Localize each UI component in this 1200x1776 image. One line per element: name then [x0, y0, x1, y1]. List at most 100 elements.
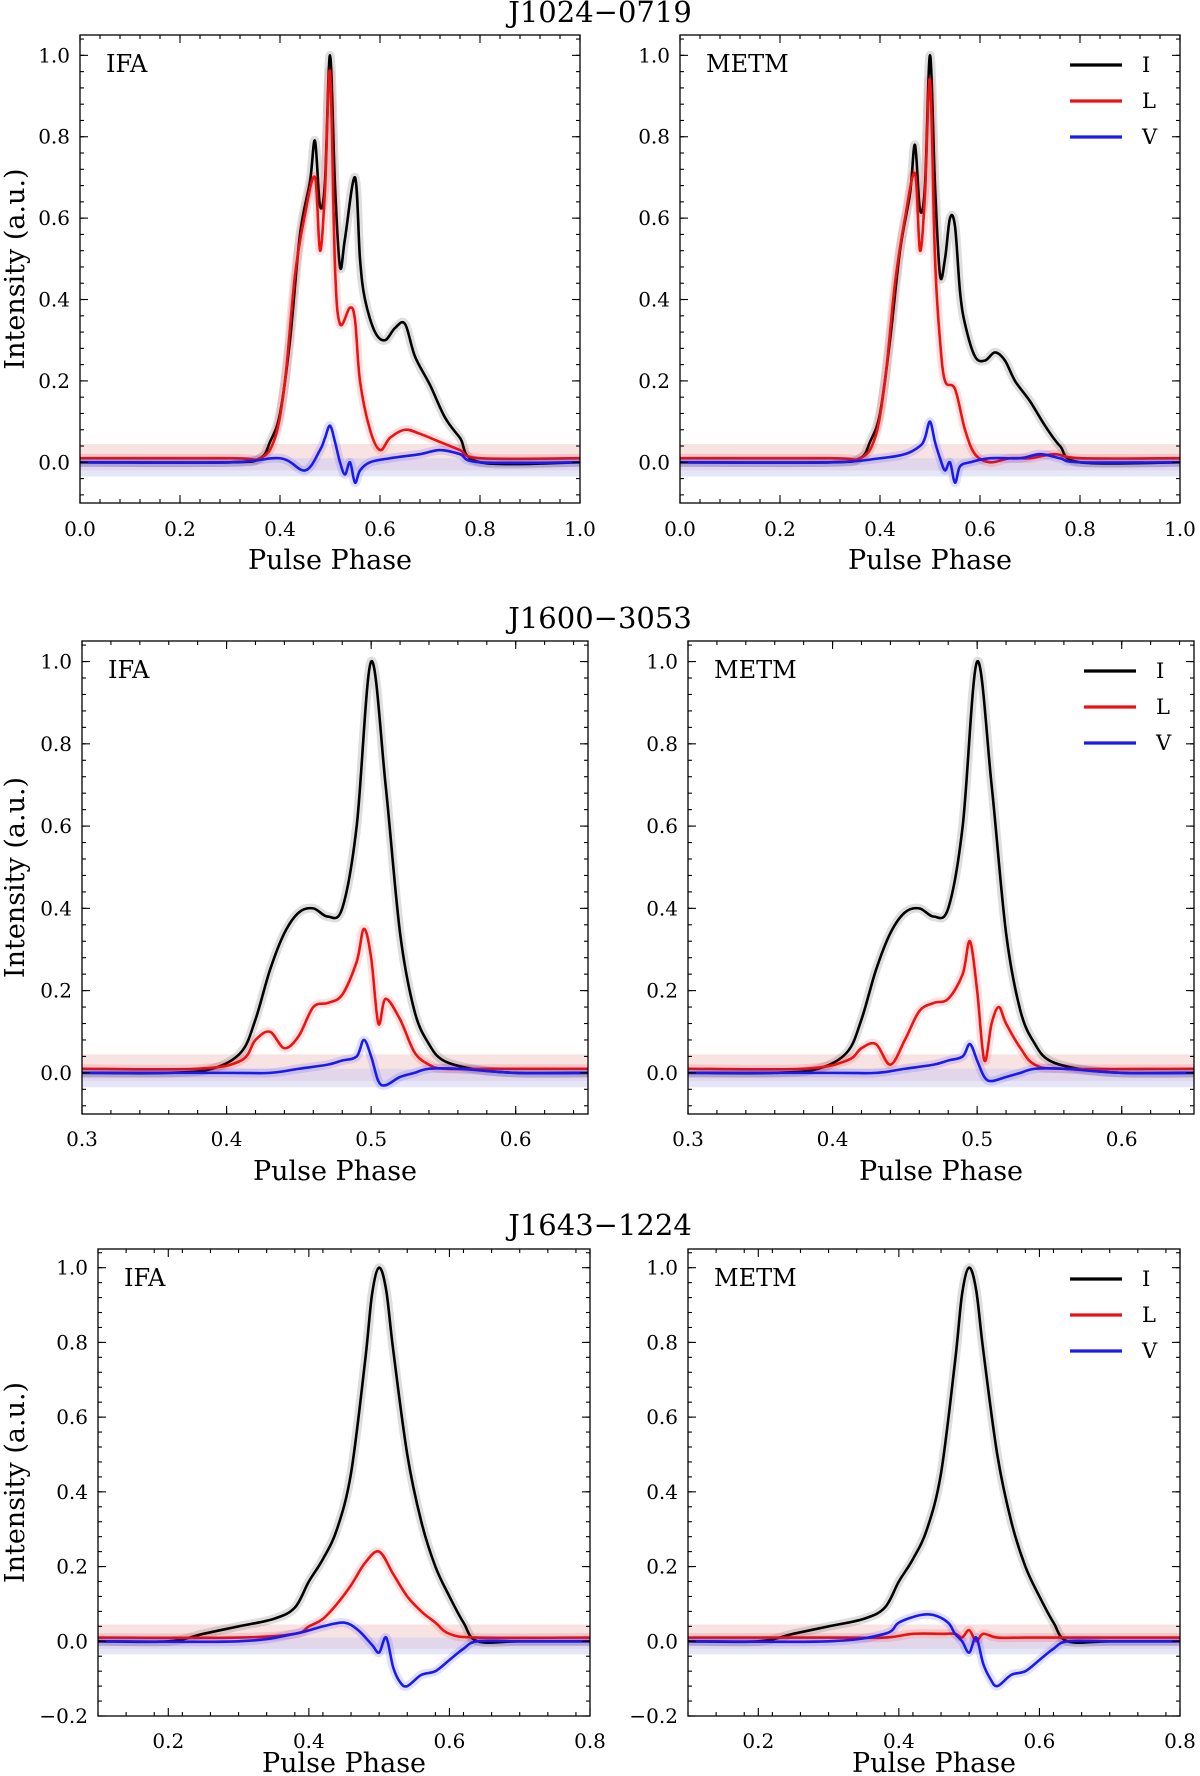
series-I-line — [688, 1266, 1180, 1644]
series-L-line — [80, 69, 580, 462]
noise-band — [80, 443, 580, 477]
legend: ILV — [1070, 53, 1158, 149]
method-label: METM — [714, 656, 797, 684]
x-tick-label: 0.4 — [264, 517, 296, 541]
row-title: J1024−0719 — [505, 0, 692, 29]
x-tick-label: 0.4 — [211, 1127, 243, 1151]
legend-label-I: I — [1156, 659, 1164, 683]
panel-metm: 0.0 0.2 0.4 0.6 0.8 1.0 0.0 0.2 0.4 0.6 0.8 1.0 Puls… — [638, 34, 1196, 576]
series-I-line — [82, 660, 588, 1075]
y-tick-label: 0.4 — [38, 288, 70, 312]
ticks — [687, 641, 1194, 1114]
y-tick-label: 0.6 — [646, 1405, 678, 1429]
series-V-line — [98, 1621, 590, 1688]
x-tick-label: 0.2 — [152, 1729, 184, 1753]
series-I-spread — [98, 1263, 590, 1648]
y-axis-label: Intensity (a.u.) — [0, 168, 31, 369]
ticks — [687, 1249, 1181, 1717]
panel-metm: 0.2 0.4 0.6 0.8 −0.2 0.0 0.2 0.4 0.6 0.8 1.0 Pulse … — [629, 1248, 1196, 1776]
y-tick-label: 0.2 — [38, 369, 70, 393]
legend-label-I: I — [1142, 53, 1150, 77]
legend-label-I: I — [1142, 1267, 1150, 1291]
plot-frame — [687, 1248, 1181, 1717]
panel-ifa: 0.3 0.4 0.5 0.6 0.0 0.2 0.4 0.6 0.8 1.0 Pulse Phas… — [0, 640, 589, 1187]
series-L-line — [82, 927, 588, 1071]
y-axis-label: Intensity (a.u.) — [0, 1382, 31, 1583]
y-tick-label: 0.4 — [646, 896, 678, 920]
y-tick-label: 0.6 — [646, 814, 678, 838]
y-tick-label: 0.2 — [40, 979, 72, 1003]
series-V-line — [80, 424, 580, 484]
series-V-line — [688, 1042, 1194, 1083]
x-tick-label: 0.5 — [961, 1127, 993, 1151]
x-tick-label: 0.8 — [574, 1729, 606, 1753]
x-tick-label: 0.4 — [883, 1729, 915, 1753]
legend-label-L: L — [1156, 695, 1170, 719]
y-tick-label: 0.6 — [38, 206, 70, 230]
x-tick-label: 0.8 — [1064, 517, 1096, 541]
y-tick-label: 0.2 — [646, 979, 678, 1003]
legend-label-V: V — [1141, 1339, 1158, 1363]
y-tick-label: 1.0 — [40, 650, 72, 674]
x-tick-label: 0.4 — [293, 1729, 325, 1753]
x-axis-label: Pulse Phase — [859, 1156, 1023, 1187]
y-tick-label: 1.0 — [646, 650, 678, 674]
x-tick-label: 0.6 — [964, 517, 996, 541]
legend: ILV — [1070, 1267, 1158, 1363]
x-tick-label: 0.5 — [355, 1127, 387, 1151]
x-tick-label: 0.8 — [464, 517, 496, 541]
series-V-line — [688, 1612, 1180, 1688]
ticks — [79, 35, 581, 503]
x-tick-label: 0.8 — [1164, 1729, 1196, 1753]
x-tick-label: 0.3 — [672, 1127, 704, 1151]
legend-label-V: V — [1141, 125, 1158, 149]
ticks — [81, 641, 588, 1114]
x-axis-label: Pulse Phase — [253, 1156, 417, 1187]
y-tick-label: 0.2 — [646, 1555, 678, 1579]
y-tick-label: 0.0 — [38, 450, 70, 474]
series-I-spread — [82, 657, 588, 1078]
y-tick-label: 0.2 — [638, 369, 670, 393]
panel-ifa: 0.0 0.2 0.4 0.6 0.8 1.0 0.0 0.2 0.4 0.6 0.8 1.0 Puls… — [0, 34, 596, 576]
x-tick-label: 0.2 — [742, 1729, 774, 1753]
chart-row-2: J1600−3053 0.3 0.4 0.5 0.6 0.0 0.2 0.4 0.6 0.8 1.0… — [0, 601, 1195, 1187]
y-tick-label: 0.0 — [646, 1629, 678, 1653]
x-tick-label: 0.4 — [817, 1127, 849, 1151]
x-tick-label: 0.2 — [764, 517, 796, 541]
series-I-line — [98, 1266, 590, 1644]
y-tick-label: 0.6 — [40, 814, 72, 838]
y-tick-label: 1.0 — [38, 43, 70, 67]
y-tick-label: 0.0 — [56, 1629, 88, 1653]
y-tick-label: 0.6 — [56, 1405, 88, 1429]
series-L-spread — [688, 936, 1194, 1074]
chart-row-1: J1024−0719 0.0 0.2 0.4 0.6 0.8 1.0 0.0 0.2 0.4 0.6… — [0, 0, 1196, 576]
x-axis-label: Pulse Phase — [248, 545, 412, 576]
y-tick-label: 1.0 — [56, 1256, 88, 1280]
method-label: IFA — [106, 50, 148, 78]
legend: ILV — [1084, 659, 1172, 755]
panel-ifa: 0.2 0.4 0.6 0.8 −0.2 0.0 0.2 0.4 0.6 0.8 1.0 Pulse … — [0, 1248, 606, 1776]
row-title: J1600−3053 — [505, 601, 692, 635]
legend-label-V: V — [1155, 731, 1172, 755]
x-tick-label: 0.6 — [500, 1127, 532, 1151]
x-tick-label: 0.4 — [864, 517, 896, 541]
y-tick-label: 0.4 — [56, 1480, 88, 1504]
x-tick-label: 0.2 — [164, 517, 196, 541]
x-tick-label: 0.0 — [64, 517, 96, 541]
x-tick-label: 0.6 — [364, 517, 396, 541]
row-title: J1643−1224 — [505, 1208, 692, 1242]
series-L-line — [688, 939, 1194, 1071]
plot-frame — [79, 34, 581, 504]
panel-metm: 0.3 0.4 0.5 0.6 0.0 0.2 0.4 0.6 0.8 1.0 Pulse Phas… — [646, 640, 1195, 1187]
y-tick-label: 0.2 — [56, 1555, 88, 1579]
plot-frame — [81, 640, 589, 1115]
y-tick-label: 0.0 — [646, 1061, 678, 1085]
legend-label-L: L — [1142, 1303, 1156, 1327]
method-label: METM — [714, 1264, 797, 1292]
plot-frame — [687, 640, 1195, 1115]
y-tick-label: 0.8 — [646, 1330, 678, 1354]
series-V-line — [82, 1038, 588, 1087]
series-I-line — [688, 660, 1194, 1075]
y-tick-label: 0.0 — [638, 450, 670, 474]
